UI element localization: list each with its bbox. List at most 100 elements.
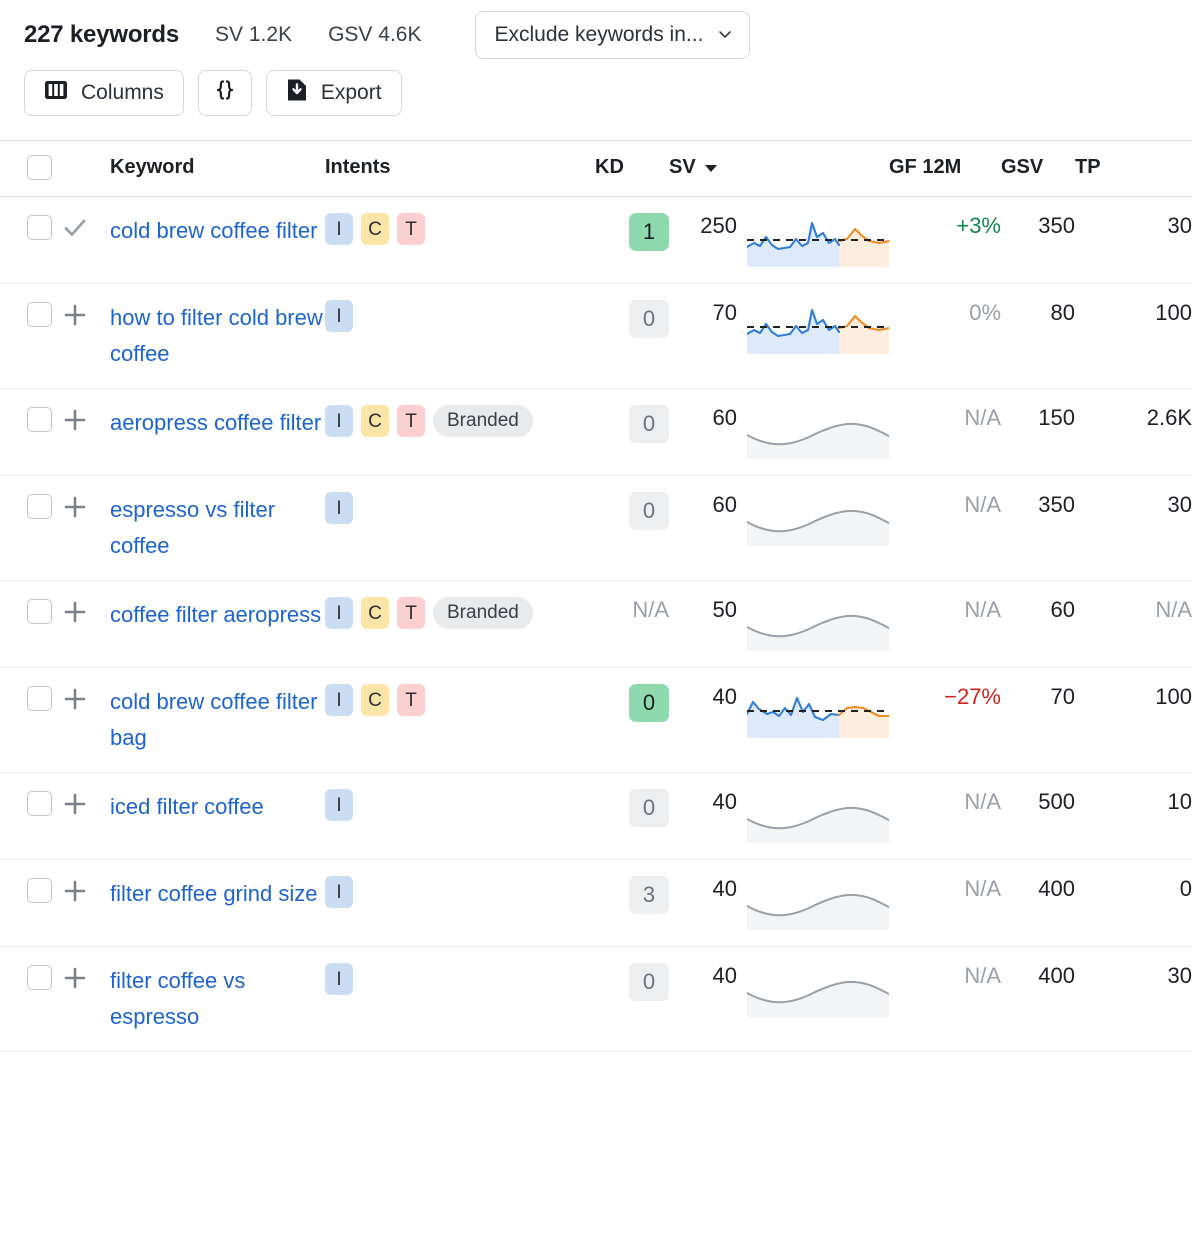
header-kd[interactable]: KD [595,140,669,197]
intent-badge-i[interactable]: I [325,963,353,995]
row-checkbox[interactable] [27,301,52,327]
header-sv[interactable]: SV [669,140,737,197]
add-icon[interactable] [60,405,90,435]
intent-badge-i[interactable]: I [325,405,353,437]
kd-badge: 0 [629,405,669,443]
keyword-link[interactable]: filter coffee vs espresso [110,968,246,1029]
row-add-cell [60,859,110,947]
sv-value: 60 [712,492,737,517]
table-row[interactable]: iced filter coffee I 0 40 N/A 500 10 [0,772,1192,860]
table-row[interactable]: espresso vs filter coffee I 0 60 N/A 350… [0,475,1192,581]
tp-cell: 30 [1075,196,1192,284]
intent-badge-i[interactable]: I [325,597,353,629]
gf12m-value: −27% [944,684,1001,709]
row-select-cell [0,283,60,389]
keyword-link[interactable]: cold brew coffee filter [110,218,318,243]
table-row[interactable]: coffee filter aeropress I C T Branded N/A 5… [0,580,1192,668]
header-gf12m[interactable]: GF 12M [889,140,1001,197]
keyword-link[interactable]: cold brew coffee filter bag [110,689,318,750]
table-row[interactable]: filter coffee vs espresso I 0 40 N/A 400… [0,946,1192,1052]
intent-badge-t[interactable]: T [397,597,425,629]
intent-badge-i[interactable]: I [325,300,353,332]
columns-button[interactable]: Columns [24,70,184,116]
tp-cell: 0 [1075,859,1192,947]
row-select-cell [0,388,60,476]
tp-value: 2.6K [1146,405,1192,430]
row-checkbox[interactable] [27,685,52,711]
row-add-cell [60,772,110,860]
gf12m-cell: N/A [889,946,1001,1052]
row-select-cell [0,196,60,284]
keyword-link[interactable]: filter coffee grind size [110,881,318,906]
gsv-cell: 350 [1001,475,1075,581]
intent-badge-i[interactable]: I [325,684,353,716]
check-icon[interactable] [60,213,90,243]
intent-badge-t[interactable]: T [397,684,425,716]
row-checkbox[interactable] [27,406,52,432]
gsv-value: 350 [1038,492,1075,517]
json-braces-button[interactable] [197,70,252,116]
kd-cell: 0 [595,283,669,389]
add-icon[interactable] [60,684,90,714]
gsv-value: 60 [1050,597,1075,622]
gsv-cell: 70 [1001,667,1075,773]
table-row[interactable]: aeropress coffee filter I C T Branded 0 60 … [0,388,1192,476]
export-button[interactable]: Export [265,70,402,116]
keyword-cell: how to filter cold brew coffee [110,283,325,389]
gf12m-cell: N/A [889,859,1001,947]
intents-group: I [325,876,595,908]
intent-badge-i[interactable]: I [325,213,353,245]
keyword-link[interactable]: iced filter coffee [110,794,264,819]
intent-badge-c[interactable]: C [361,405,389,437]
kd-badge: 1 [629,213,669,251]
header-keyword[interactable]: Keyword [110,140,325,197]
add-icon[interactable] [60,963,90,993]
intent-badge-t[interactable]: T [397,405,425,437]
add-icon[interactable] [60,789,90,819]
gsv-value: 70 [1050,684,1075,709]
keyword-link[interactable]: aeropress coffee filter [110,410,322,435]
gf12m-cell: N/A [889,388,1001,476]
intent-badge-i[interactable]: I [325,789,353,821]
kd-cell: N/A [595,580,669,668]
row-checkbox[interactable] [27,214,52,240]
table-row[interactable]: filter coffee grind size I 3 40 N/A 400 … [0,859,1192,947]
sv-value: 40 [712,876,737,901]
intent-badge-c[interactable]: C [361,684,389,716]
add-icon[interactable] [60,876,90,906]
table-row[interactable]: how to filter cold brew coffee I 0 70 0%… [0,283,1192,389]
keyword-link[interactable]: how to filter cold brew coffee [110,305,323,366]
select-all-checkbox[interactable] [27,155,52,180]
row-checkbox[interactable] [27,493,52,519]
intent-badge-t[interactable]: T [397,213,425,245]
keyword-link[interactable]: coffee filter aeropress [110,602,322,627]
row-checkbox[interactable] [27,598,52,624]
header-intents[interactable]: Intents [325,140,595,197]
intent-badge-c[interactable]: C [361,213,389,245]
sv-cell: 60 [669,475,737,581]
add-icon[interactable] [60,597,90,627]
row-checkbox[interactable] [27,877,52,903]
row-select-cell [0,667,60,773]
row-checkbox[interactable] [27,964,52,990]
toolbar-actions-row: Columns Export [0,70,1192,140]
branded-badge: Branded [433,405,533,437]
intents-cell: I [325,946,595,1052]
intent-badge-i[interactable]: I [325,876,353,908]
add-icon[interactable] [60,300,90,330]
exclude-keywords-select[interactable]: Exclude keywords in... [475,11,751,59]
add-icon[interactable] [60,492,90,522]
sparkline-chart [737,597,889,651]
kd-cell: 0 [595,475,669,581]
header-tp[interactable]: TP [1075,140,1192,197]
gf12m-value: N/A [964,963,1001,988]
row-checkbox[interactable] [27,790,52,816]
intent-badge-i[interactable]: I [325,492,353,524]
keyword-link[interactable]: espresso vs filter coffee [110,497,276,558]
intent-badge-c[interactable]: C [361,597,389,629]
header-gsv[interactable]: GSV [1001,140,1075,197]
gsv-cell: 150 [1001,388,1075,476]
